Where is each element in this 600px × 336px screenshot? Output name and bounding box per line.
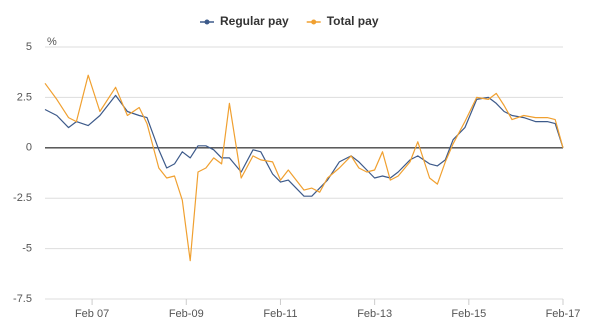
- y-tick-label: -2.5: [13, 192, 32, 204]
- y-tick-label: -5: [22, 243, 32, 255]
- legend-symbol-dot: [311, 19, 317, 25]
- series-line: [44, 74, 564, 262]
- x-tick-label: Feb 07: [75, 308, 109, 320]
- x-tick-label: Feb-09: [169, 308, 204, 320]
- y-tick-label: 5: [26, 41, 32, 53]
- y-tick-label: 2.5: [17, 91, 32, 103]
- legend-symbol-dot: [204, 19, 210, 25]
- x-tick-label: Feb-15: [451, 308, 486, 320]
- y-tick-label: -7.5: [13, 293, 32, 305]
- x-tick-label: Feb-17: [546, 308, 581, 320]
- series-line: [44, 94, 564, 197]
- y-axis-label: %: [47, 36, 57, 48]
- legend-text: Total pay: [327, 14, 379, 28]
- x-tick-label: Feb-11: [263, 308, 297, 320]
- y-tick-label: 0: [26, 142, 32, 154]
- x-tick-label: Feb-13: [357, 308, 392, 320]
- legend-text: Regular pay: [220, 14, 289, 28]
